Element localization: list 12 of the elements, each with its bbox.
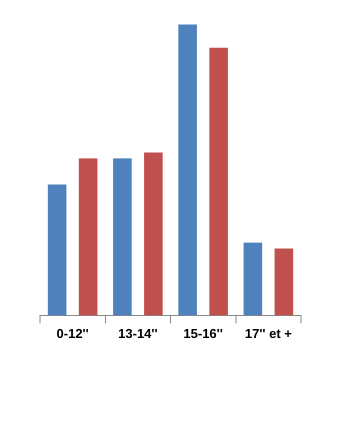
bar bbox=[48, 184, 66, 316]
bar bbox=[113, 158, 132, 316]
bar bbox=[274, 248, 294, 316]
x-tick-label: 13-14'' bbox=[118, 326, 158, 341]
bar bbox=[78, 158, 98, 316]
x-tick-label: 0-12'' bbox=[56, 326, 89, 341]
bar bbox=[178, 24, 197, 316]
bar bbox=[144, 152, 163, 316]
x-tick-label: 15-16'' bbox=[183, 326, 223, 341]
x-tick-label: 17'' et + bbox=[244, 326, 292, 341]
bar bbox=[209, 48, 228, 316]
bar bbox=[244, 242, 262, 316]
